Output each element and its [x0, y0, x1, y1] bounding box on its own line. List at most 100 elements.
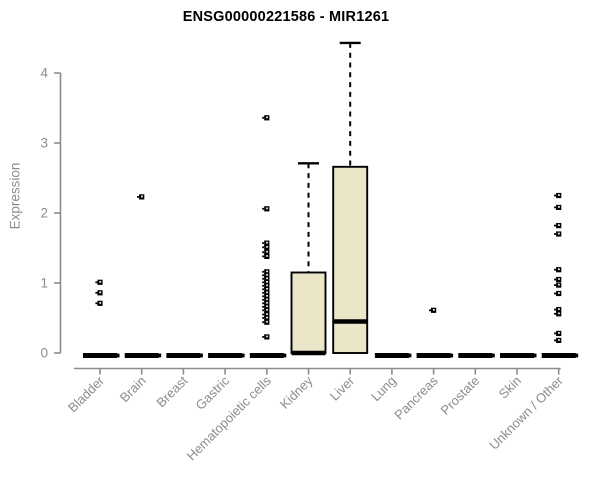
zero-box-7 — [374, 353, 409, 358]
x-tick-label: Unknown / Other — [486, 373, 566, 453]
outlier-point-center — [558, 268, 560, 271]
box-6 — [332, 165, 369, 354]
outlier-point-center — [99, 281, 102, 283]
outlier-point-nub — [554, 292, 557, 295]
outlier-point-nub — [137, 196, 140, 198]
zero-box-nub — [282, 353, 287, 358]
outlier-point-center — [99, 302, 102, 304]
y-tick-label: 3 — [40, 136, 48, 151]
outlier-point-center — [266, 288, 268, 290]
outlier-point-center — [558, 232, 560, 235]
chart-title: ENSG00000221586 - MIR1261 — [182, 9, 390, 25]
zero-box-nub — [240, 353, 245, 358]
outlier-point-nub — [262, 242, 265, 244]
x-tick-label: Brain — [117, 373, 149, 405]
outlier-point-nub — [262, 277, 265, 280]
outlier-point-nub — [95, 281, 98, 284]
outlier-point-center — [141, 195, 143, 198]
outlier-point-nub — [262, 251, 265, 254]
y-tick-label: 0 — [40, 346, 48, 361]
zero-box-10 — [500, 353, 534, 358]
outlier-point-center — [266, 255, 268, 257]
x-tick-label: Skin — [496, 373, 524, 401]
outlier-point-center — [558, 308, 560, 310]
zero-box-nub — [532, 353, 537, 358]
zero-box-1 — [124, 353, 159, 358]
outlier-point-nub — [554, 332, 557, 335]
x-tick-label: Liver — [327, 373, 358, 404]
zero-box-nub — [115, 353, 120, 358]
outlier-point-nub — [554, 224, 557, 227]
outlier-point-nub — [262, 336, 265, 338]
outlier-point-center — [558, 278, 560, 280]
outlier-point-center — [558, 332, 560, 334]
outlier-point-nub — [262, 298, 265, 301]
outlier-point-nub — [95, 302, 98, 305]
outlier-point-center — [266, 116, 268, 119]
zero-box-11 — [541, 353, 576, 358]
outlier-point-nub — [262, 305, 265, 308]
outlier-point-center — [266, 246, 268, 248]
outlier-point-nub — [262, 207, 265, 210]
outlier-point-nub — [554, 278, 557, 281]
zero-box-4 — [249, 353, 284, 358]
outlier-point-center — [558, 194, 560, 196]
y-tick-label: 1 — [40, 276, 48, 291]
outlier-point-nub — [554, 308, 557, 311]
outlier-point-center — [266, 250, 268, 253]
zero-box-nub — [490, 353, 495, 358]
outlier-point-nub — [262, 291, 265, 294]
outlier-point-center — [266, 305, 268, 308]
outlier-point-center — [266, 207, 268, 210]
zero-box-nub — [407, 353, 412, 358]
outlier-point-center — [266, 295, 268, 297]
outlier-point-center — [558, 206, 560, 208]
y-tick-label: 2 — [40, 206, 48, 221]
outlier-point-nub — [554, 268, 557, 271]
outlier-point-center — [99, 291, 102, 294]
zero-box-nub — [574, 353, 579, 358]
outlier-point-center — [558, 339, 560, 341]
zero-box-0 — [83, 353, 117, 358]
outlier-point-center — [266, 298, 268, 301]
outlier-point-center — [266, 320, 268, 323]
zero-box-9 — [458, 353, 493, 358]
outlier-point-nub — [554, 312, 557, 315]
outlier-point-nub — [262, 246, 265, 249]
box-5 — [290, 271, 327, 354]
outlier-point-nub — [262, 295, 265, 298]
x-tick-label: Kidney — [277, 373, 316, 412]
outlier-point-nub — [262, 302, 265, 305]
outlier-point-nub — [262, 309, 265, 312]
outlier-point-center — [266, 313, 268, 315]
zero-box-3 — [208, 353, 243, 358]
outlier-point-nub — [262, 255, 265, 258]
x-tick-label: Prostate — [438, 373, 483, 418]
x-tick-label: Breast — [153, 373, 190, 410]
outlier-point-nub — [262, 270, 265, 273]
outlier-point-center — [266, 274, 268, 276]
outlier-point-nub — [262, 321, 265, 324]
outlier-point-nub — [262, 288, 265, 291]
outlier-point-center — [266, 335, 268, 338]
outlier-point-nub — [262, 116, 265, 119]
outlier-point-center — [266, 241, 268, 244]
x-tick-label: Lung — [368, 373, 399, 404]
outlier-point-nub — [554, 284, 557, 286]
outlier-point-center — [558, 283, 560, 286]
outlier-point-center — [558, 224, 560, 226]
outlier-point-nub — [554, 194, 557, 197]
outlier-point-nub — [95, 291, 98, 294]
outlier-point-nub — [554, 206, 557, 209]
outlier-point-nub — [554, 339, 557, 342]
outlier-point-nub — [554, 233, 557, 235]
zero-box-2 — [166, 353, 201, 358]
zero-box-8 — [416, 353, 451, 358]
outlier-point-center — [266, 277, 268, 280]
outlier-point-nub — [262, 281, 265, 284]
outlier-point-center — [266, 284, 268, 287]
outlier-point-center — [266, 302, 268, 304]
zero-box-nub — [449, 353, 454, 358]
